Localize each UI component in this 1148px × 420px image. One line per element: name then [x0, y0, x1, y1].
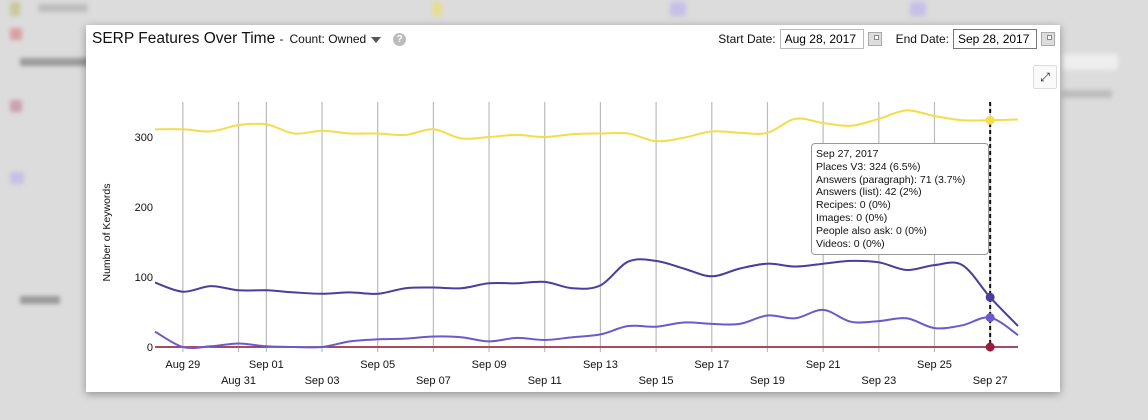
x-tick-label: Sep 09 [472, 359, 507, 371]
caret-down-icon [371, 36, 382, 43]
start-date-label: Start Date: [718, 32, 776, 46]
x-tick-label: Sep 03 [305, 375, 340, 387]
highlight-point [985, 115, 995, 125]
count-dropdown[interactable]: Count: Owned [290, 32, 382, 46]
x-tick-label: Aug 29 [165, 359, 200, 371]
y-tick-label: 200 [135, 202, 153, 214]
x-tick-label: Sep 23 [861, 375, 896, 387]
tooltip-line: Videos: 0 (0%) [816, 237, 885, 250]
x-tick-label: Sep 05 [360, 359, 395, 371]
start-date-input[interactable] [779, 29, 864, 49]
y-tick-label: 100 [135, 272, 153, 284]
highlight-point [985, 313, 995, 323]
x-tick-label: Sep 07 [416, 375, 451, 387]
x-tick-label: Sep 15 [639, 375, 674, 387]
help-icon[interactable]: ? [393, 32, 407, 46]
panel-header: SERP Features Over Time - Count: Owned ? [92, 30, 407, 48]
expand-icon[interactable]: ⤢ [1033, 65, 1057, 89]
date-range-controls: Start Date: End Date: [718, 29, 1055, 49]
panel-title: SERP Features Over Time - [92, 30, 284, 47]
calendar-icon[interactable] [867, 32, 882, 46]
calendar-icon[interactable] [1041, 32, 1055, 46]
x-tick-label: Sep 21 [806, 359, 841, 371]
x-tick-label: Sep 01 [249, 359, 284, 371]
tooltip-date: Sep 27, 2017 [816, 148, 879, 160]
tooltip-line: Images: 0 (0%) [816, 211, 888, 224]
series-line-answers-paragraph- [154, 258, 1019, 327]
tooltip-line: Answers (paragraph): 71 (3.7%) [816, 173, 966, 186]
x-tick-label: Sep 25 [917, 359, 952, 371]
y-axis-label: Number of Keywords [101, 183, 113, 281]
y-tick-label: 0 [147, 342, 153, 354]
end-date-input[interactable] [953, 29, 1037, 49]
x-tick-label: Aug 31 [221, 375, 256, 387]
series-line-places-v3 [154, 109, 1019, 143]
tooltip-line: Recipes: 0 (0%) [816, 199, 891, 212]
tooltip-line: People also ask: 0 (0%) [816, 224, 927, 237]
x-tick-label: Sep 17 [694, 359, 729, 371]
x-tick-label: Sep 13 [583, 359, 618, 371]
tooltip: Sep 27, 2017 Places V3: 324 (6.5%) Answe… [811, 143, 989, 256]
x-tick-label: Sep 11 [528, 375, 562, 387]
series-line-answers-list- [154, 308, 1019, 350]
highlight-point [985, 342, 995, 352]
line-chart: Aug 29 Aug 31 Sep 01 Sep 03 Sep 05 Sep 07 Sep … [101, 102, 1019, 387]
tooltip-line: Places V3: 324 (6.5%) [816, 160, 921, 173]
x-tick-label: Sep 27 [973, 375, 1008, 387]
tooltip-line: Answers (list): 42 (2%) [816, 186, 922, 199]
serp-features-panel: SERP Features Over Time - Count: Owned ?… [86, 25, 1060, 392]
x-tick-label: Sep 19 [750, 375, 785, 387]
end-date-label: End Date: [895, 32, 949, 46]
y-tick-label: 300 [135, 132, 153, 144]
highlight-point [985, 292, 995, 302]
